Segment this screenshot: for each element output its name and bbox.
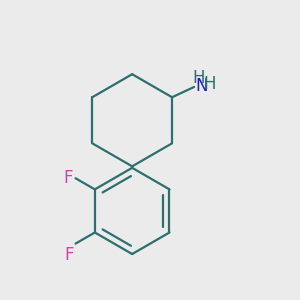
Text: H: H (204, 75, 216, 93)
Text: H: H (192, 69, 205, 87)
Text: F: F (64, 246, 74, 264)
Text: N: N (195, 77, 208, 95)
Text: F: F (64, 169, 73, 187)
